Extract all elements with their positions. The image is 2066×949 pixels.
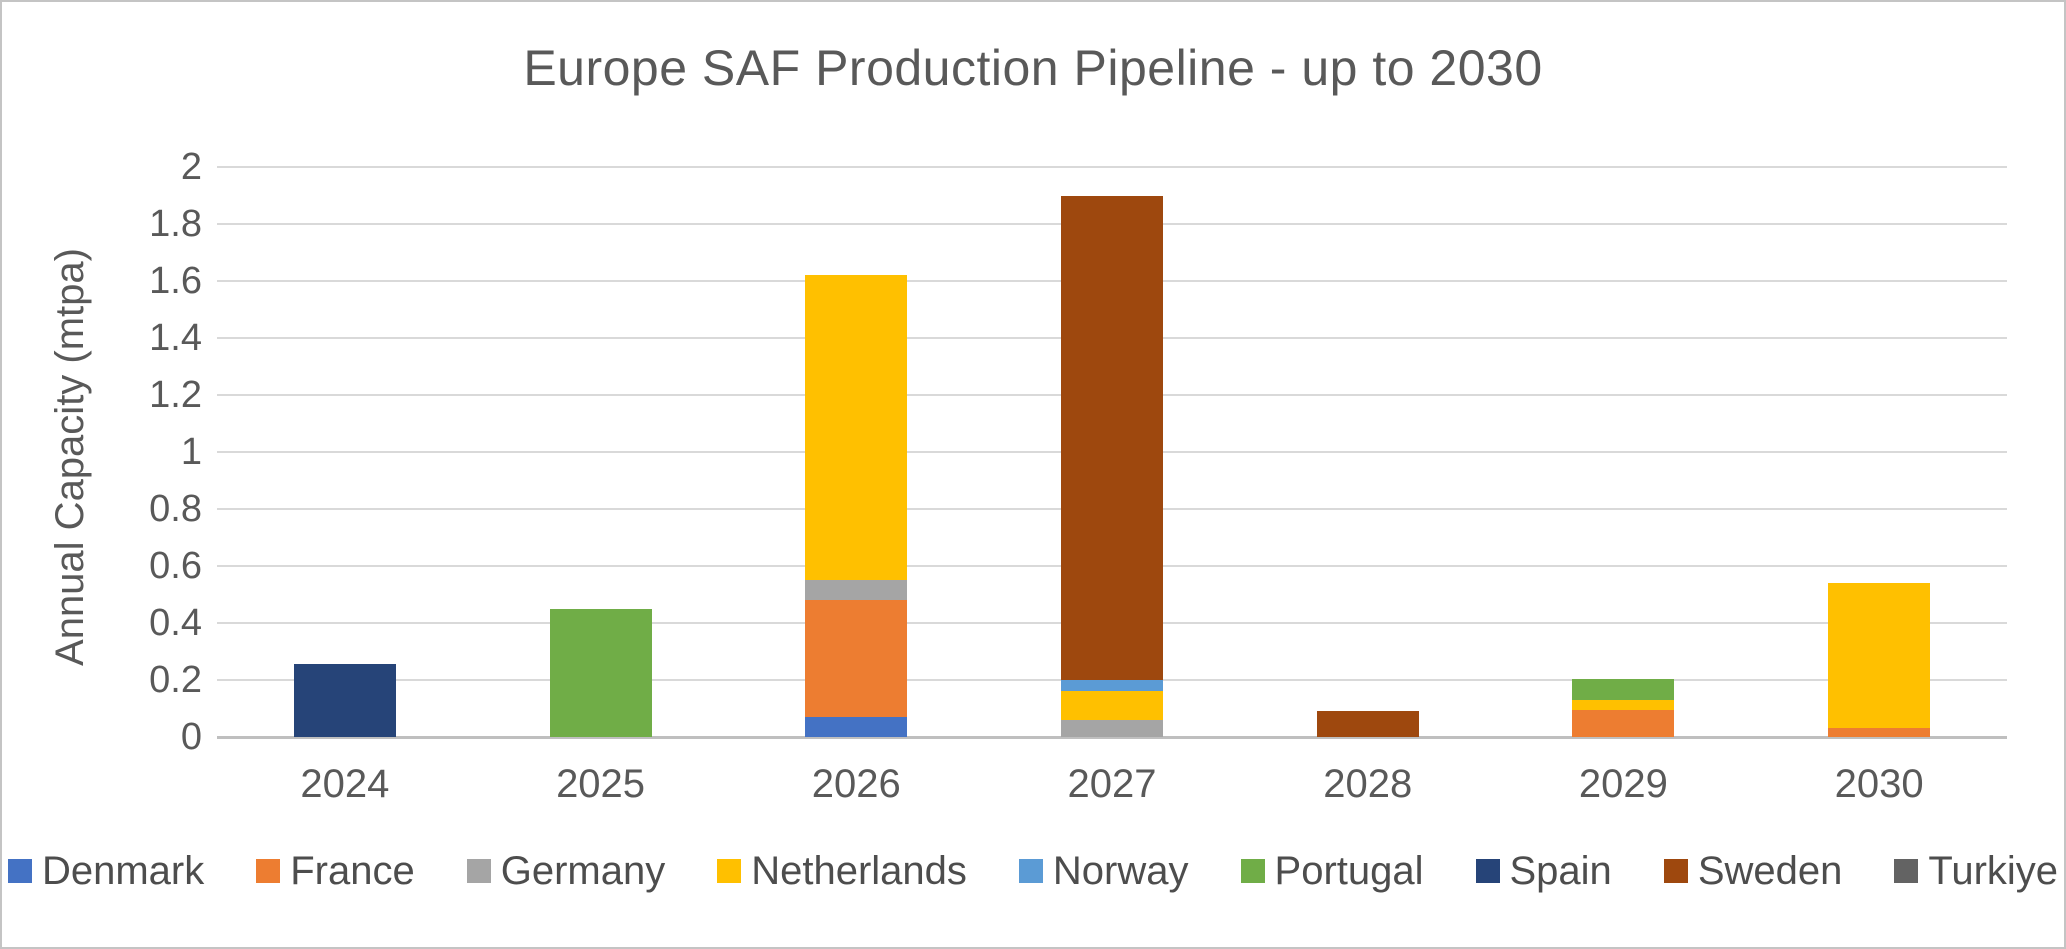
y-tick-label: 1.4 [149,317,202,359]
bar-segment-germany-2026 [805,580,908,601]
y-tick-label: 0 [180,716,202,758]
legend-swatch-icon [1894,859,1919,883]
bar-stack-2026 [805,275,908,737]
y-tick-label: 0.2 [149,659,202,701]
y-tick-label: 1.6 [149,260,202,302]
bar-segment-norway-2027 [1061,680,1163,692]
legend-swatch-icon [1663,859,1688,883]
bar-stack-2024 [293,664,396,737]
legend-item-denmark: Denmark [7,849,205,893]
legend: Denmark France Germany Netherlands Norway Por… [2,849,2064,893]
legend-swatch-icon [1475,859,1500,883]
legend-swatch-icon [256,859,281,883]
bar-segment-netherlands-2026 [805,275,908,581]
bar-stack-2025 [549,608,652,737]
legend-label: Denmark [41,849,205,893]
y-tick-label: 0.8 [149,488,202,530]
x-tick-label-2024: 2024 [300,762,390,806]
legend-item-sweden: Sweden [1663,849,1843,893]
legend-item-turkiye: Turkiye [1894,849,2058,893]
legend-label: Norway [1052,849,1189,893]
x-axis-line [217,736,2007,739]
bar-segment-portugal-2025 [549,608,652,737]
y-tick-label: 1 [180,431,202,473]
y-tick-label: 1.8 [149,203,202,245]
legend-swatch-icon [1018,859,1043,883]
legend-swatch-icon [1240,859,1265,883]
x-tick-label-2030: 2030 [1834,762,1924,806]
bar-segment-netherlands-2029 [1572,699,1675,710]
bar-stack-2030 [1828,583,1931,737]
legend-item-france: France [256,849,415,893]
chart-title: Europe SAF Production Pipeline - up to 2… [523,40,1543,96]
bar-segment-netherlands-2027 [1061,691,1163,720]
y-tick-label: 0.6 [149,545,202,587]
bar-segment-denmark-2026 [805,717,908,737]
y-tick-label: 2 [180,146,202,188]
y-tick-label: 0.4 [149,602,202,644]
bar-stack-2027 [1061,195,1163,737]
bar-segment-france-2029 [1572,709,1675,737]
legend-label: Germany [500,849,666,893]
bar-stack-2028 [1316,711,1419,737]
bar-segment-portugal-2029 [1572,678,1675,700]
bar-segment-sweden-2028 [1316,711,1419,737]
bar-segment-netherlands-2030 [1828,583,1931,729]
legend-item-spain: Spain [1475,849,1612,893]
legend-item-netherlands: Netherlands [717,849,967,893]
legend-label: Turkiye [1928,849,2059,893]
legend-item-germany: Germany [466,849,666,893]
bar-segment-france-2026 [805,600,908,718]
legend-label: Spain [1509,849,1612,893]
legend-label: France [290,849,415,893]
gridline [217,166,2007,168]
y-tick-label: 1.2 [149,374,202,416]
bar-segment-sweden-2027 [1061,195,1163,681]
legend-item-portugal: Portugal [1240,849,1424,893]
legend-swatch-icon [466,859,491,883]
x-tick-label-2029: 2029 [1578,762,1668,806]
legend-swatch-icon [717,859,742,883]
legend-label: Sweden [1697,849,1843,893]
legend-label: Netherlands [751,849,967,893]
x-tick-label-2025: 2025 [556,762,646,806]
bar-stack-2029 [1572,678,1675,737]
x-tick-label-2028: 2028 [1323,762,1413,806]
legend-swatch-icon [7,859,32,883]
bar-segment-france-2030 [1828,728,1931,737]
legend-item-norway: Norway [1018,849,1189,893]
x-tick-label-2027: 2027 [1067,762,1157,806]
bar-segment-spain-2024 [293,664,396,737]
bar-segment-germany-2027 [1061,719,1163,737]
x-tick-label-2026: 2026 [811,762,901,806]
legend-label: Portugal [1274,849,1424,893]
